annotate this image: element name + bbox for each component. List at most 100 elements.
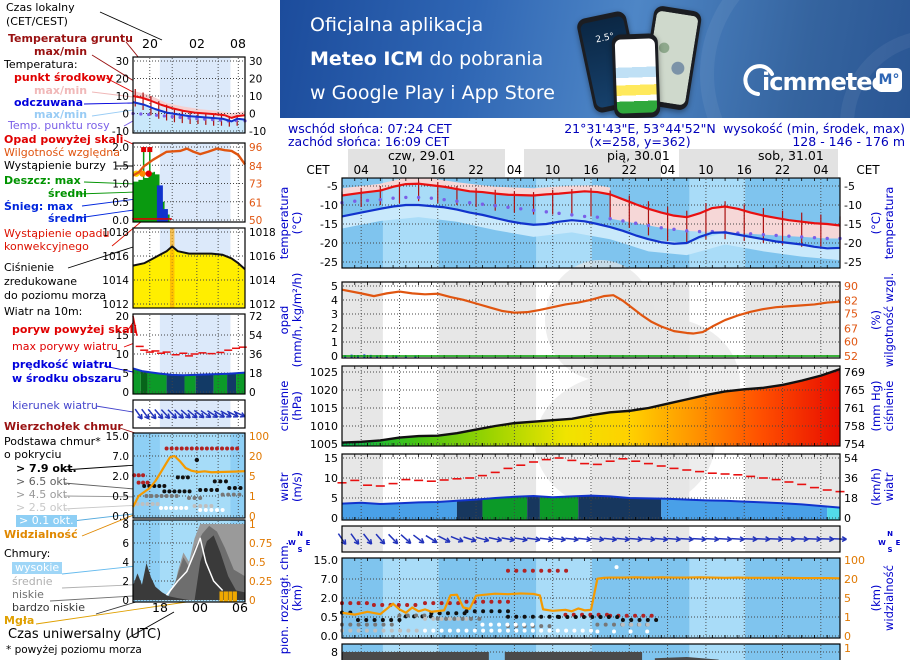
mini-wiatr: 20 15 10 5 0 72 54 36 18 0 bbox=[116, 311, 263, 399]
svg-text:10: 10 bbox=[545, 163, 560, 177]
svg-text:22: 22 bbox=[775, 163, 790, 177]
svg-text:6: 6 bbox=[122, 538, 129, 550]
svg-text:100: 100 bbox=[844, 554, 865, 567]
legend-label-14: średni bbox=[48, 187, 87, 200]
phone-meteogram bbox=[611, 33, 661, 118]
legend-label-1: (CET/CEST) bbox=[6, 15, 68, 28]
svg-text:-10: -10 bbox=[844, 199, 862, 212]
svg-text:5: 5 bbox=[331, 280, 338, 293]
svg-text:-20: -20 bbox=[844, 237, 862, 250]
svg-text:1: 1 bbox=[331, 336, 338, 349]
banner-line1: Oficjalna aplikacja bbox=[310, 14, 484, 36]
svg-text:04: 04 bbox=[660, 163, 675, 177]
svg-text:20: 20 bbox=[249, 74, 262, 86]
svg-text:5: 5 bbox=[122, 368, 129, 380]
legend-label-4: Temperatura: bbox=[4, 58, 78, 71]
svg-text:96: 96 bbox=[249, 142, 263, 154]
legend-label-21: do poziomu morza bbox=[4, 289, 107, 302]
legend-label-7: odczuwana bbox=[14, 96, 84, 109]
svg-text:1018: 1018 bbox=[102, 227, 129, 239]
svg-text:15: 15 bbox=[116, 330, 129, 342]
legend-label-10: Opad powyżej skali bbox=[4, 133, 124, 146]
svg-text:0.0: 0.0 bbox=[321, 630, 339, 643]
legend-label-16: średni bbox=[48, 212, 87, 225]
svg-text:(%): (%) bbox=[869, 310, 883, 330]
svg-text:opad: opad bbox=[280, 306, 291, 335]
svg-text:2.0: 2.0 bbox=[112, 471, 129, 483]
svg-text:06: 06 bbox=[232, 600, 248, 615]
legend-label-22: Wiatr na 10m: bbox=[4, 305, 83, 318]
legend-label-24: max porywy wiatru bbox=[12, 340, 118, 353]
legend-label-40: niskie bbox=[12, 588, 44, 601]
legend-label-18: konwekcyjnego bbox=[4, 240, 89, 253]
svg-text:temperatura: temperatura bbox=[882, 187, 896, 260]
svg-text:(mm/h, kg/m²/h): (mm/h, kg/m²/h) bbox=[290, 273, 304, 368]
svg-text:1014: 1014 bbox=[102, 275, 129, 287]
svg-text:0: 0 bbox=[331, 350, 338, 363]
svg-text:8: 8 bbox=[122, 519, 129, 531]
svg-text:0: 0 bbox=[844, 630, 851, 643]
svg-text:(km): (km) bbox=[869, 585, 883, 612]
svg-text:50: 50 bbox=[249, 215, 262, 227]
svg-text:5: 5 bbox=[249, 471, 256, 483]
svg-text:36: 36 bbox=[249, 349, 263, 361]
svg-text:10: 10 bbox=[116, 349, 129, 361]
legend-label-6: max/min bbox=[34, 84, 88, 97]
legend-label-41: bardzo niskie bbox=[12, 601, 85, 614]
svg-text:0.0: 0.0 bbox=[112, 215, 129, 227]
svg-text:1018: 1018 bbox=[249, 227, 276, 239]
svg-text:15.0: 15.0 bbox=[106, 431, 129, 443]
legend-sidebar: 20 02 08 18 00 06 30 20 10 0 -10 30 20 10 0 -10 2.0 1.5 1.… bbox=[0, 0, 280, 660]
svg-text:1012: 1012 bbox=[249, 299, 276, 311]
sunrise-label: wschód słońca: 07:24 CET bbox=[288, 121, 452, 136]
svg-text:0.75: 0.75 bbox=[249, 538, 272, 550]
svg-text:4: 4 bbox=[122, 557, 129, 569]
location-coords: 21°31'43"E, 53°44'52"N (x=258, y=362) bbox=[530, 122, 750, 148]
svg-text:20: 20 bbox=[249, 451, 262, 463]
svg-text:E: E bbox=[306, 539, 311, 547]
svg-text:0: 0 bbox=[249, 387, 256, 399]
svg-text:0: 0 bbox=[249, 109, 256, 121]
legend-label-36: Widzialność bbox=[4, 528, 78, 541]
svg-text:1: 1 bbox=[844, 642, 851, 655]
svg-text:wiatr: wiatr bbox=[882, 472, 896, 501]
svg-text:75: 75 bbox=[844, 308, 858, 321]
svg-text:769: 769 bbox=[844, 366, 865, 379]
svg-text:1010: 1010 bbox=[310, 420, 338, 433]
svg-text:61: 61 bbox=[249, 198, 262, 210]
coords-label: 21°31'43"E, 53°44'52"N bbox=[564, 121, 716, 136]
svg-text:22: 22 bbox=[622, 163, 637, 177]
legend-label-32: > 6.5 okt. bbox=[16, 475, 71, 488]
svg-text:30: 30 bbox=[116, 56, 129, 68]
svg-text:54: 54 bbox=[249, 330, 263, 342]
svg-text:-15: -15 bbox=[844, 218, 862, 231]
svg-text:08: 08 bbox=[230, 36, 246, 51]
icm-swoosh-icon bbox=[743, 64, 774, 96]
svg-text:N: N bbox=[297, 530, 303, 538]
panel-cisnienie: 1025 1020 1015 1010 1005 769 765 761 758 754 ciśni… bbox=[280, 365, 896, 451]
svg-text:0: 0 bbox=[122, 595, 129, 607]
svg-text:ciśnienie: ciśnienie bbox=[882, 381, 896, 432]
svg-text:100: 100 bbox=[249, 431, 269, 443]
mini-temperatura: 30 20 10 0 -10 30 20 10 0 -10 bbox=[112, 56, 266, 138]
svg-text:-5: -5 bbox=[327, 180, 338, 193]
legend-label-19: Ciśnienie bbox=[4, 261, 55, 274]
icmmeteo-logo: icmmeteo M° bbox=[743, 64, 902, 104]
svg-text:00: 00 bbox=[192, 600, 208, 615]
svg-text:10: 10 bbox=[249, 91, 262, 103]
svg-text:60: 60 bbox=[844, 335, 858, 348]
svg-text:temperatura: temperatura bbox=[280, 187, 291, 260]
svg-text:2.0: 2.0 bbox=[321, 592, 339, 605]
legend-label-8: max/min bbox=[34, 108, 88, 121]
promo-banner[interactable]: Oficjalna aplikacja Meteo ICM do pobrani… bbox=[280, 0, 910, 118]
svg-text:1014: 1014 bbox=[249, 275, 276, 287]
legend-label-13: Deszcz: max bbox=[4, 174, 81, 187]
svg-text:W: W bbox=[878, 539, 886, 547]
svg-text:16: 16 bbox=[737, 163, 752, 177]
svg-text:1016: 1016 bbox=[249, 251, 276, 263]
svg-text:18: 18 bbox=[844, 492, 858, 505]
svg-text:(m/s): (m/s) bbox=[290, 472, 304, 502]
